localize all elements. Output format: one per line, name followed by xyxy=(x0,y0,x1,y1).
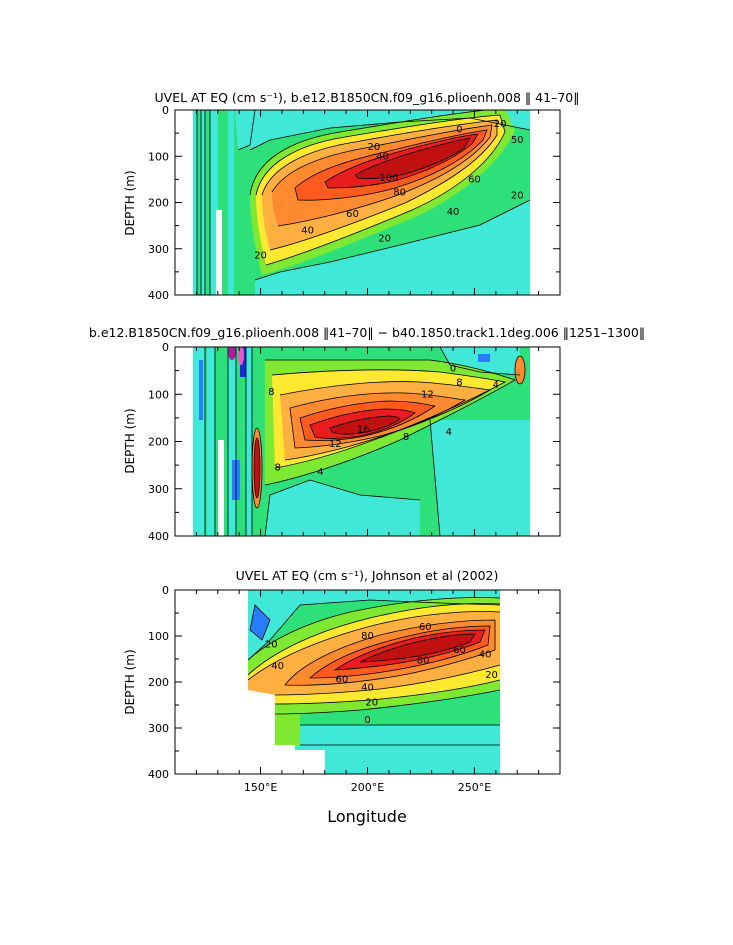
contour-label: 60 xyxy=(419,622,432,633)
panel-3-y-tick-labels: 0 100 200 300 400 xyxy=(148,584,169,781)
y-tick-label: 200 xyxy=(148,197,169,210)
contour-label: 8 xyxy=(268,387,274,398)
contour-label: 40 xyxy=(479,649,492,660)
contour-label: 80 xyxy=(393,187,406,198)
contour-label: 20 xyxy=(378,234,391,245)
x-tick-label: 150°E xyxy=(244,781,277,794)
contour-label: 80 xyxy=(361,631,374,642)
contour-label: 16 xyxy=(357,425,370,436)
contour-label: 8 xyxy=(274,462,280,473)
y-tick-label: 0 xyxy=(162,104,169,117)
panel-1: UVEL AT EQ (cm s⁻¹), b.e12.B1850CN.f09_g… xyxy=(123,90,579,302)
y-tick-label: 0 xyxy=(162,584,169,597)
contour-label: 50 xyxy=(511,135,524,146)
panel-1-y-tick-labels: 0 100 200 300 400 xyxy=(148,104,169,302)
contour-label: 0 xyxy=(450,363,456,374)
panel-3-x-tick-labels: 150°E 200°E 250°E xyxy=(244,781,491,794)
panel-2-contour-fill xyxy=(193,347,530,536)
y-tick-label: 100 xyxy=(148,150,169,163)
y-tick-label: 400 xyxy=(148,289,169,302)
panel-2-y-tick-labels: 0 100 200 300 400 xyxy=(148,341,169,543)
contour-label: 0 xyxy=(364,715,370,726)
y-tick-label: 300 xyxy=(148,483,169,496)
panel-1-y-axis-label: DEPTH (m) xyxy=(123,170,137,235)
panel-3: UVEL AT EQ (cm s⁻¹), Johnson et al (2002… xyxy=(123,568,561,826)
y-tick-label: 200 xyxy=(148,676,169,689)
y-tick-label: 300 xyxy=(148,243,169,256)
contour-label: 20 xyxy=(265,639,278,650)
contour-label: 40 xyxy=(361,683,374,694)
contour-label: 20 xyxy=(494,119,507,130)
contour-label: 8 xyxy=(456,377,462,388)
contour-label: 20 xyxy=(365,698,378,709)
panel-1-contour-fill xyxy=(193,110,531,295)
contour-label: 40 xyxy=(271,661,284,672)
contour-label: 60 xyxy=(468,174,481,185)
y-tick-label: 400 xyxy=(148,530,169,543)
panel-3-contour-fill xyxy=(247,590,501,774)
panel-3-x-axis-label: Longitude xyxy=(327,807,407,826)
y-tick-label: 100 xyxy=(148,388,169,401)
contour-label: 12 xyxy=(329,439,342,450)
panel-2-title: b.e12.B1850CN.f09_g16.plioenh.008 ‖41–70… xyxy=(89,325,645,340)
y-tick-label: 0 xyxy=(162,341,169,354)
contour-label: 100 xyxy=(379,173,398,184)
contour-label: 20 xyxy=(368,142,381,153)
panel-3-y-axis-label: DEPTH (m) xyxy=(123,649,137,714)
x-tick-label: 250°E xyxy=(458,781,491,794)
contour-label: 4 xyxy=(317,467,323,478)
contour-label: 8 xyxy=(403,432,409,443)
contour-label: 20 xyxy=(254,251,267,262)
y-tick-label: 300 xyxy=(148,722,169,735)
contour-label: 80 xyxy=(417,655,430,666)
y-tick-label: 100 xyxy=(148,630,169,643)
contour-label: 60 xyxy=(453,645,466,656)
panel-2-y-axis-label: DEPTH (m) xyxy=(123,408,137,473)
contour-label: 0 xyxy=(456,124,462,135)
contour-label: 60 xyxy=(346,209,359,220)
panel-3-title: UVEL AT EQ (cm s⁻¹), Johnson et al (2002… xyxy=(236,568,499,583)
contour-label: 4 xyxy=(493,380,499,391)
panel-1-title: UVEL AT EQ (cm s⁻¹), b.e12.B1850CN.f09_g… xyxy=(155,90,580,105)
contour-label: 40 xyxy=(301,226,314,237)
contour-label: 20 xyxy=(511,191,524,202)
y-tick-label: 200 xyxy=(148,436,169,449)
panel-3-ticks xyxy=(175,589,560,775)
panel-2: b.e12.B1850CN.f09_g16.plioenh.008 ‖41–70… xyxy=(89,325,645,543)
contour-label: 40 xyxy=(376,151,389,162)
x-tick-label: 200°E xyxy=(351,781,384,794)
panel-3-contour-labels: 20 40 60 80 80 60 40 20 0 40 20 60 xyxy=(265,622,498,726)
contour-label: 4 xyxy=(446,427,452,438)
y-tick-label: 400 xyxy=(148,768,169,781)
panel-1-ticks xyxy=(175,109,560,296)
contour-label: 40 xyxy=(447,207,460,218)
contour-label: 12 xyxy=(421,389,434,400)
panel-2-ticks xyxy=(175,346,560,537)
contour-label: 60 xyxy=(335,675,348,686)
contour-label: 20 xyxy=(485,670,498,681)
